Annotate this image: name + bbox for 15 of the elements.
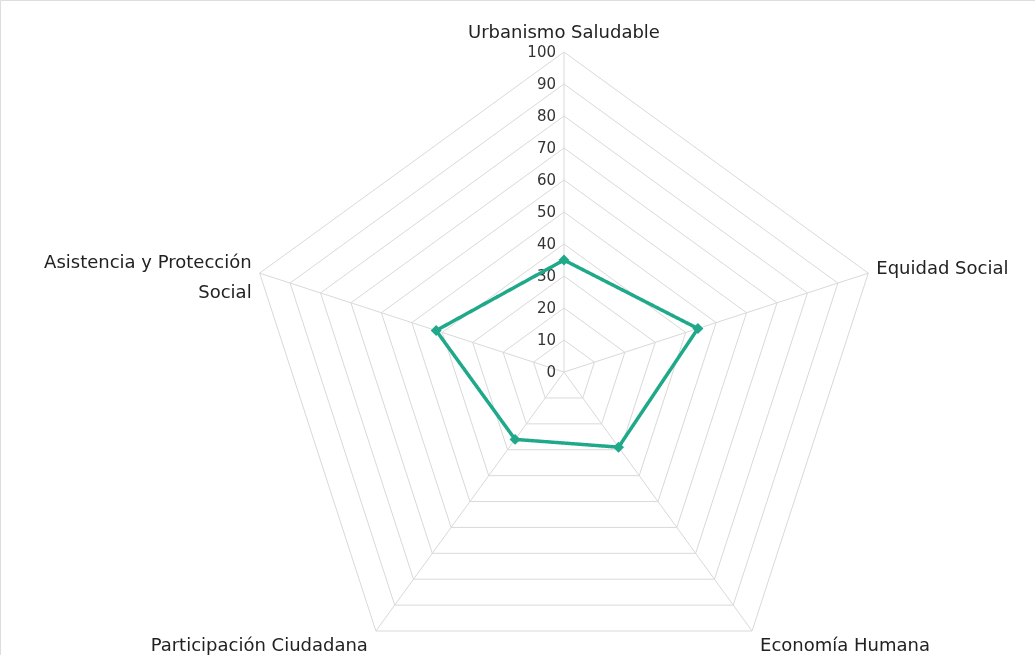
- spoke-label: Economía Humana: [760, 634, 930, 655]
- y-tick-label: 60: [536, 171, 556, 190]
- y-tick-label: 50: [536, 203, 556, 222]
- y-tick-label: 70: [536, 139, 556, 158]
- spoke-label: Asistencia y Protección Social: [44, 251, 252, 303]
- spoke-label: Participación Ciudadana: [150, 634, 368, 655]
- y-tick-label: 90: [536, 75, 556, 94]
- spoke-label: Equidad Social: [876, 257, 1009, 279]
- y-tick-label: 20: [536, 299, 556, 318]
- y-tick-label: 100: [527, 43, 556, 62]
- y-tick-label: 0: [546, 363, 556, 382]
- y-tick-label: 80: [536, 107, 556, 126]
- y-tick-label: 10: [536, 331, 556, 350]
- y-tick-label: 40: [536, 235, 556, 254]
- spoke-label: Urbanismo Saludable: [468, 21, 660, 43]
